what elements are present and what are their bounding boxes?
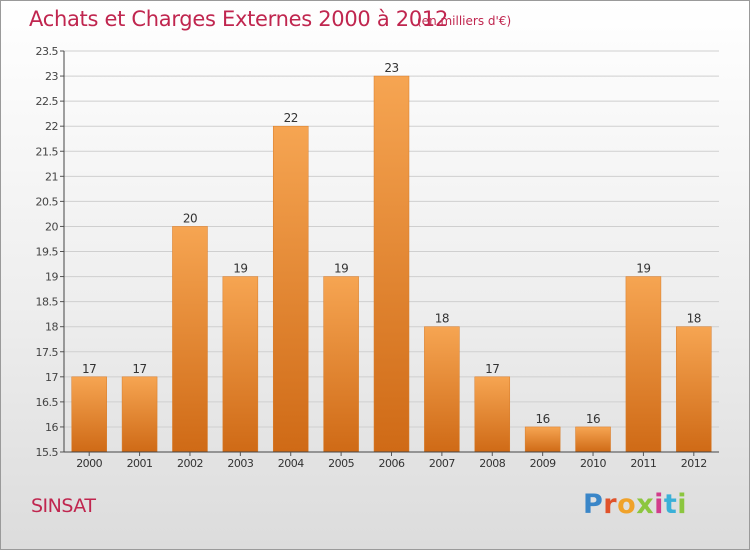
bar-2007 (424, 326, 460, 453)
chart-title: Achats et Charges Externes 2000 à 2012 (29, 7, 449, 31)
x-tick-label: 2004 (278, 457, 304, 470)
proxiti-logo: Proxiti (583, 489, 687, 520)
y-tick-label: 20.5 (36, 195, 59, 208)
bar-2011 (625, 276, 662, 453)
data-label: 16 (586, 412, 600, 426)
y-tick-label: 17 (45, 371, 58, 384)
x-tick-label: 2011 (630, 457, 656, 470)
x-tick-label: 2005 (328, 457, 354, 470)
bar-2005 (323, 276, 359, 453)
bars (71, 75, 712, 453)
y-tick-label: 21.5 (36, 145, 59, 158)
logo-letter: o (617, 489, 637, 520)
bar-2012 (676, 326, 712, 453)
y-tick-label: 23.5 (36, 45, 59, 58)
y-tick-label: 22.5 (36, 95, 59, 108)
data-label: 22 (284, 111, 298, 125)
bar-2006 (373, 75, 410, 453)
bar-2004 (272, 125, 309, 453)
bar-2001 (121, 376, 158, 453)
data-label: 16 (536, 412, 550, 426)
bar-2009 (524, 426, 561, 453)
x-tick-label: 2003 (227, 457, 253, 470)
bar-2000 (71, 376, 107, 453)
y-tick-label: 18.5 (36, 296, 59, 309)
data-label: 19 (334, 262, 348, 276)
data-label: 18 (435, 312, 449, 326)
chart-subtitle: (en milliers d'€) (417, 14, 512, 28)
data-label: 17 (132, 362, 146, 376)
logo-letter: i (677, 489, 688, 520)
bar-2010 (575, 426, 611, 453)
y-tick-label: 15.5 (36, 446, 59, 459)
logo-letter: t (663, 489, 678, 520)
bar-2003 (222, 276, 259, 453)
x-tick-label: 2010 (580, 457, 606, 470)
x-tick-label: 2001 (127, 457, 153, 470)
x-tick-label: 2007 (429, 457, 455, 470)
data-label: 19 (636, 262, 650, 276)
x-tick-label: 2002 (177, 457, 203, 470)
y-tick-label: 17.5 (36, 346, 59, 359)
y-tick-label: 22 (45, 120, 58, 133)
logo-letter: x (636, 489, 655, 520)
x-tick-label: 2006 (379, 457, 405, 470)
y-tick-label: 19.5 (36, 246, 59, 259)
y-tick-label: 21 (45, 170, 58, 183)
bar-2002 (172, 226, 208, 453)
logo-letter: r (603, 489, 618, 520)
data-label: 18 (687, 312, 701, 326)
data-label: 17 (82, 362, 96, 376)
y-tick-label: 16 (45, 421, 58, 434)
data-label: 20 (183, 211, 197, 225)
logo-letter: P (583, 489, 604, 520)
x-tick-label: 2009 (530, 457, 556, 470)
labels: 15.5 16 16.5 17 17.5 18 18.5 19 19.5 20 20.5 21 21.5… (36, 45, 708, 470)
x-tick-label: 2000 (76, 457, 102, 470)
axes (60, 50, 719, 456)
y-tick-label: 23 (45, 70, 58, 83)
data-label: 23 (384, 61, 398, 75)
y-tick-label: 18 (45, 321, 58, 334)
y-tick-label: 16.5 (36, 396, 59, 409)
bar-2008 (474, 376, 511, 453)
commune-name: SINSAT (31, 495, 96, 517)
y-tick-label: 19 (45, 271, 58, 284)
logo-letter: i (654, 489, 664, 520)
data-label: 19 (233, 262, 247, 276)
data-label: 17 (485, 362, 499, 376)
x-tick-label: 2008 (479, 457, 505, 470)
y-tick-label: 20 (45, 220, 58, 233)
x-tick-label: 2012 (681, 457, 707, 470)
